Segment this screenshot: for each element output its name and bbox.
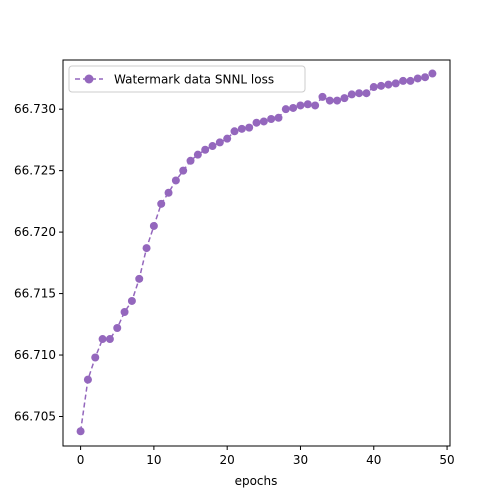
data-point (267, 115, 276, 124)
data-point (171, 176, 180, 185)
y-tick-label: 66.715 (14, 287, 56, 301)
plot-marks (76, 69, 437, 436)
data-point (252, 118, 261, 127)
data-point (201, 145, 210, 154)
data-point (142, 244, 151, 253)
data-point (98, 335, 107, 344)
data-point (245, 123, 254, 132)
legend: Watermark data SNNL loss (68, 65, 306, 93)
x-tick-label: 10 (146, 453, 161, 467)
legend-box (68, 65, 306, 93)
data-point (215, 138, 224, 147)
data-point (333, 96, 342, 105)
data-point (230, 127, 239, 136)
data-point (406, 76, 415, 85)
legend-marker-swatch (84, 74, 94, 84)
data-point (105, 335, 114, 344)
data-point (83, 375, 92, 384)
data-point (164, 188, 173, 197)
data-point (135, 274, 144, 283)
y-axis-ticks: 66.705 66.710 66.715 66.720 66.725 66.730 (14, 102, 63, 423)
y-tick-label: 66.710 (14, 348, 56, 362)
data-point (208, 142, 217, 151)
data-point (259, 117, 268, 126)
data-point (76, 427, 85, 436)
x-tick-label: 30 (293, 453, 308, 467)
data-point (369, 83, 378, 92)
data-point (179, 166, 188, 175)
data-point (157, 199, 166, 208)
data-point (428, 69, 437, 78)
data-point (362, 89, 371, 98)
data-point (303, 100, 312, 109)
y-tick-label: 66.720 (14, 225, 56, 239)
y-tick-label: 66.705 (14, 409, 56, 423)
x-axis-ticks: 0 10 20 30 40 50 (77, 446, 455, 467)
data-point (325, 96, 334, 105)
x-tick-label: 50 (439, 453, 454, 467)
data-point (149, 221, 158, 230)
data-point (289, 103, 298, 112)
data-point (318, 92, 327, 101)
data-point (355, 89, 364, 98)
data-point (421, 73, 430, 82)
data-point (193, 150, 202, 159)
data-point (237, 124, 246, 133)
data-point (281, 105, 290, 114)
x-axis-label: epochs (235, 474, 278, 488)
data-point (311, 101, 320, 110)
data-point (127, 296, 136, 305)
data-point (391, 79, 400, 88)
y-tick-label: 66.730 (14, 102, 56, 116)
x-tick-label: 40 (366, 453, 381, 467)
plot-frame (62, 59, 451, 447)
data-point (186, 156, 195, 165)
data-point (399, 76, 408, 85)
y-tick-label: 66.725 (14, 164, 56, 178)
data-point (377, 81, 386, 90)
data-point (120, 308, 129, 317)
data-point (347, 90, 356, 99)
x-tick-label: 0 (77, 453, 85, 467)
data-point (340, 94, 349, 103)
data-point (113, 323, 122, 332)
legend-entry-label: Watermark data SNNL loss (114, 73, 274, 87)
data-point (384, 80, 393, 89)
data-point (413, 74, 422, 83)
data-point (274, 113, 283, 122)
data-point (223, 134, 232, 143)
data-point (91, 353, 100, 362)
x-tick-label: 20 (220, 453, 235, 467)
data-point (296, 101, 305, 110)
